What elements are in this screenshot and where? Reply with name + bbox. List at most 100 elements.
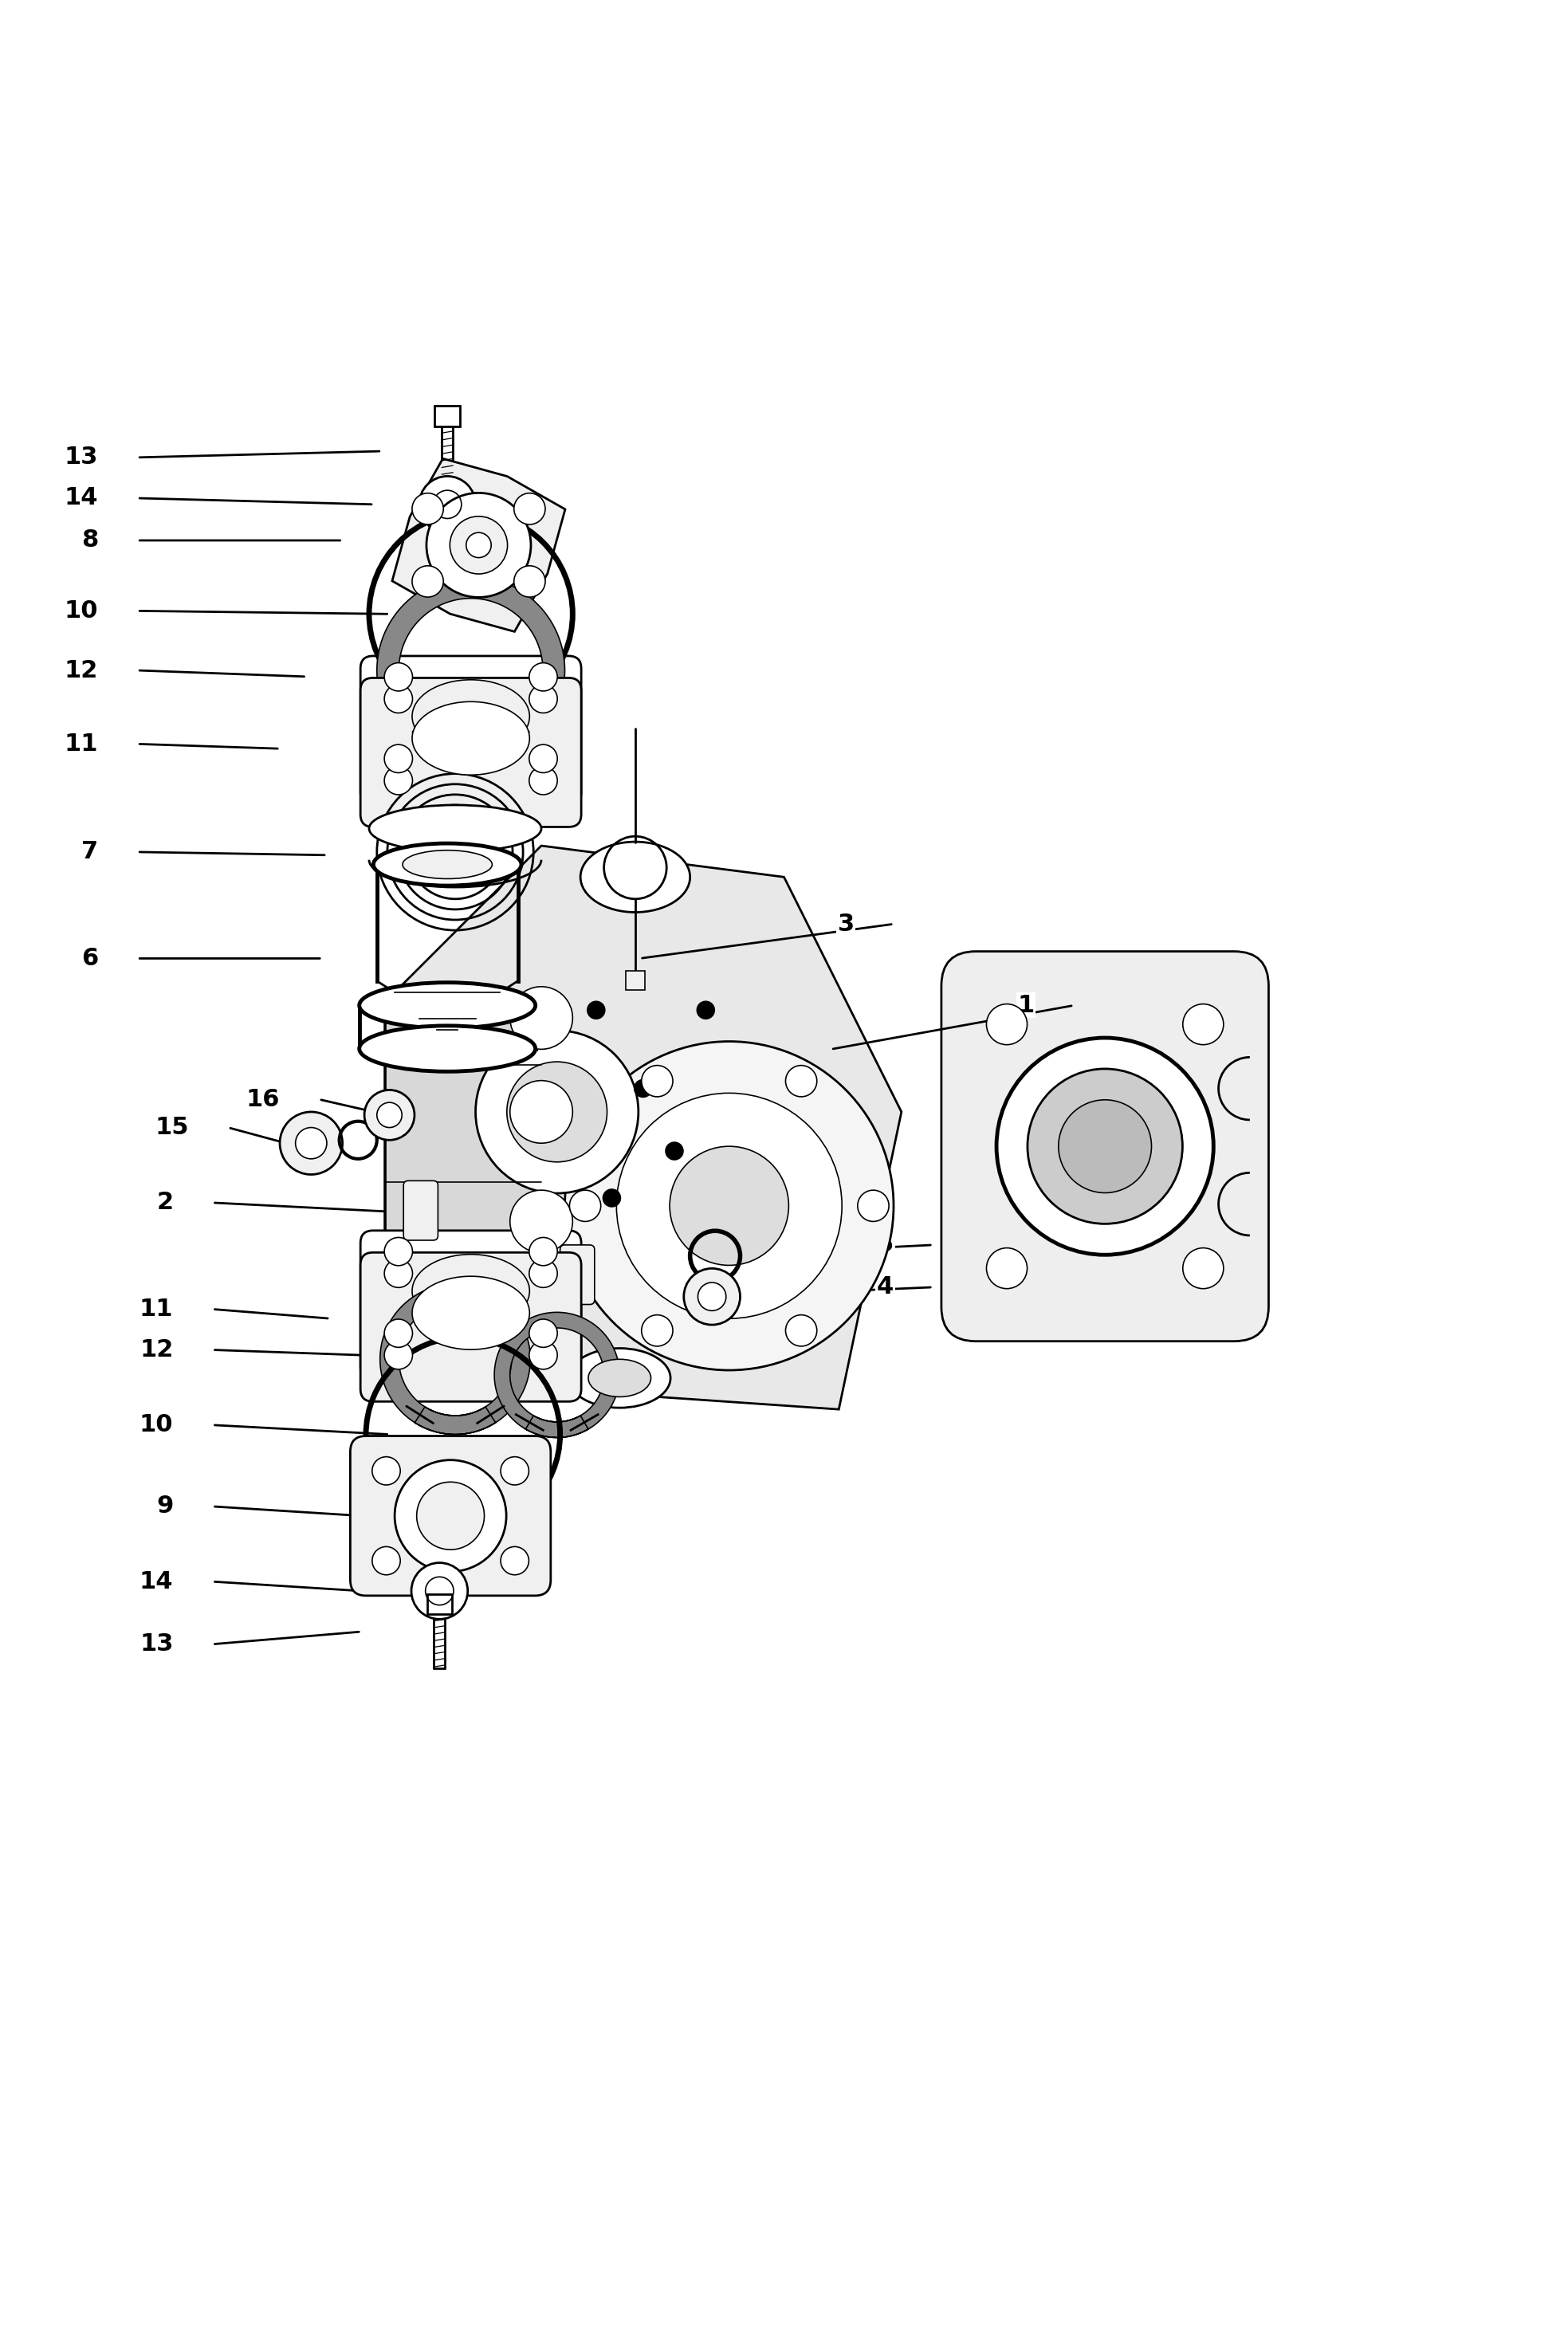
FancyBboxPatch shape <box>361 1252 582 1402</box>
FancyBboxPatch shape <box>361 1231 582 1379</box>
Ellipse shape <box>373 843 521 886</box>
Circle shape <box>641 1315 673 1346</box>
Circle shape <box>384 686 412 714</box>
Circle shape <box>528 745 557 773</box>
Circle shape <box>384 766 412 794</box>
Circle shape <box>514 566 546 597</box>
Text: 12: 12 <box>64 658 99 681</box>
Polygon shape <box>384 846 902 1409</box>
Text: 12: 12 <box>140 1339 174 1362</box>
Text: 3: 3 <box>837 911 855 935</box>
Circle shape <box>586 1001 605 1019</box>
Ellipse shape <box>359 982 535 1029</box>
Circle shape <box>528 1320 557 1348</box>
Circle shape <box>528 1238 557 1266</box>
Text: 13: 13 <box>140 1633 174 1656</box>
Circle shape <box>510 1081 572 1144</box>
Circle shape <box>411 1562 467 1618</box>
Circle shape <box>372 1546 400 1574</box>
Circle shape <box>279 1111 342 1174</box>
Circle shape <box>633 1078 652 1097</box>
Circle shape <box>514 493 546 524</box>
Circle shape <box>1027 1069 1182 1224</box>
FancyBboxPatch shape <box>403 1182 437 1240</box>
Circle shape <box>564 1041 894 1369</box>
Circle shape <box>384 745 412 773</box>
Circle shape <box>1182 1247 1223 1290</box>
Circle shape <box>786 1066 817 1097</box>
FancyBboxPatch shape <box>361 655 582 806</box>
Circle shape <box>616 1092 842 1318</box>
Circle shape <box>372 1456 400 1485</box>
Circle shape <box>376 1102 401 1128</box>
Circle shape <box>528 662 557 691</box>
Ellipse shape <box>368 806 541 853</box>
Ellipse shape <box>403 850 492 879</box>
Ellipse shape <box>569 1348 671 1407</box>
Text: 11: 11 <box>140 1297 174 1320</box>
Circle shape <box>412 493 444 524</box>
Circle shape <box>528 686 557 714</box>
Text: 13: 13 <box>64 446 99 470</box>
Polygon shape <box>494 1313 619 1438</box>
Circle shape <box>528 766 557 794</box>
Text: 4: 4 <box>877 1276 894 1299</box>
Circle shape <box>569 1191 601 1221</box>
Ellipse shape <box>412 1276 530 1351</box>
Circle shape <box>1182 1003 1223 1045</box>
Text: 14: 14 <box>140 1569 174 1593</box>
Circle shape <box>641 1066 673 1097</box>
Circle shape <box>858 1191 889 1221</box>
Text: 11: 11 <box>64 733 99 756</box>
Circle shape <box>450 517 508 573</box>
Circle shape <box>1058 1099 1151 1193</box>
Text: 6: 6 <box>82 947 99 970</box>
Circle shape <box>295 1128 326 1158</box>
FancyBboxPatch shape <box>941 951 1269 1341</box>
Text: 7: 7 <box>82 841 99 864</box>
Circle shape <box>384 1259 412 1287</box>
Circle shape <box>696 1001 715 1019</box>
Circle shape <box>384 662 412 691</box>
Polygon shape <box>384 1003 541 1379</box>
Circle shape <box>986 1003 1027 1045</box>
Circle shape <box>528 1341 557 1369</box>
Circle shape <box>786 1315 817 1346</box>
Bar <box>426 1595 452 1614</box>
Circle shape <box>670 1146 789 1266</box>
Circle shape <box>395 1461 506 1571</box>
Circle shape <box>364 1090 414 1139</box>
Circle shape <box>384 1320 412 1348</box>
Ellipse shape <box>412 702 530 775</box>
Polygon shape <box>392 458 564 632</box>
Polygon shape <box>376 576 564 763</box>
Text: 14: 14 <box>64 486 99 510</box>
Circle shape <box>500 1456 528 1485</box>
Circle shape <box>419 477 475 533</box>
Circle shape <box>426 493 532 597</box>
Circle shape <box>417 1482 485 1550</box>
Circle shape <box>665 1142 684 1160</box>
Bar <box>626 970 644 989</box>
Text: 2: 2 <box>157 1191 174 1214</box>
Circle shape <box>986 1247 1027 1290</box>
Ellipse shape <box>580 841 690 911</box>
Text: 8: 8 <box>82 529 99 552</box>
Circle shape <box>500 1546 528 1574</box>
Circle shape <box>510 987 572 1050</box>
Ellipse shape <box>359 1027 535 1071</box>
Text: 12: 12 <box>500 1358 533 1381</box>
Circle shape <box>997 1038 1214 1254</box>
Circle shape <box>506 1062 607 1163</box>
Circle shape <box>412 566 444 597</box>
Text: 10: 10 <box>140 1414 174 1438</box>
Circle shape <box>602 1189 621 1207</box>
Text: 5: 5 <box>877 1233 894 1257</box>
Circle shape <box>475 1031 638 1193</box>
Text: 1: 1 <box>1018 994 1035 1017</box>
Circle shape <box>698 1283 726 1311</box>
Circle shape <box>684 1268 740 1325</box>
Text: 15: 15 <box>155 1116 190 1139</box>
Text: 16: 16 <box>246 1088 279 1111</box>
FancyBboxPatch shape <box>361 679 582 827</box>
